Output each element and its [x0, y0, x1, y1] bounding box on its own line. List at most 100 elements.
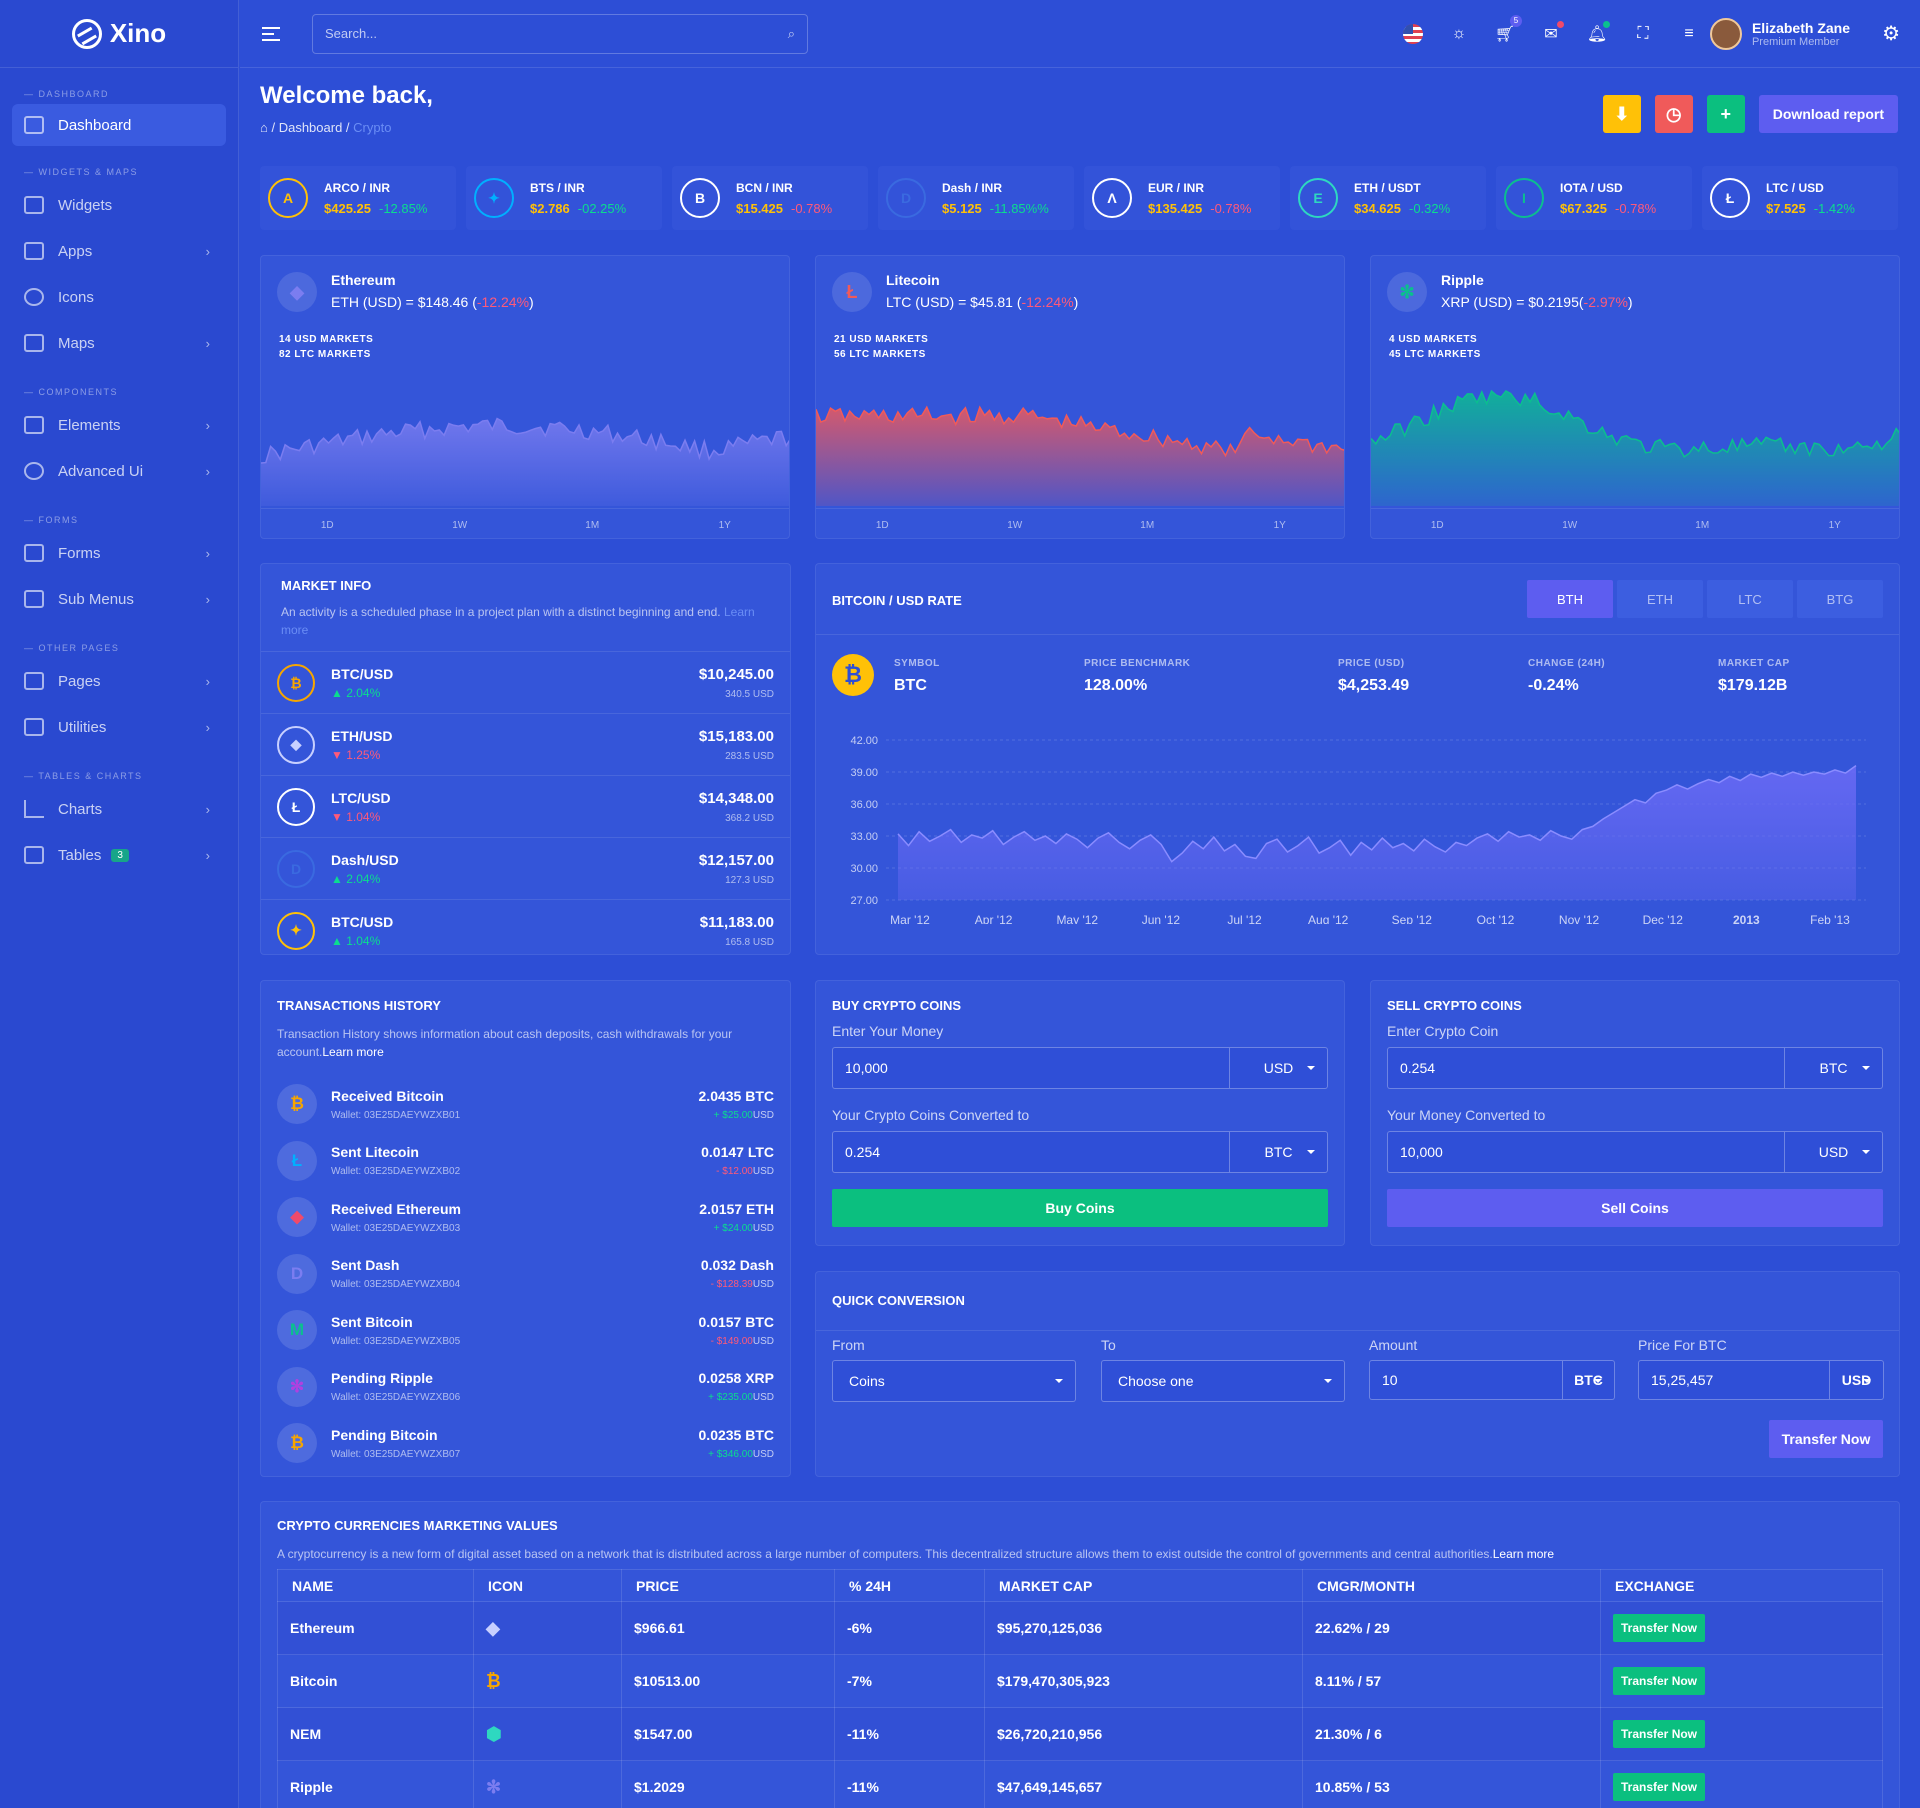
price-value[interactable]: 15,25,457: [1651, 1372, 1714, 1388]
align-right-icon[interactable]: ≡: [1684, 24, 1694, 42]
ticker-pair: EUR / INR: [1148, 180, 1205, 195]
transfer-now-button[interactable]: Transfer Now: [1613, 1773, 1706, 1801]
buy-coins-button[interactable]: Buy Coins: [832, 1189, 1328, 1227]
ticker-change: -0.78%: [1210, 200, 1252, 216]
transaction-row[interactable]: Ł Sent Litecoin Wallet: 03E25DAEYWZXB02 0.0…: [277, 1134, 774, 1188]
sell-coins-button[interactable]: Sell Coins: [1387, 1189, 1883, 1227]
transaction-row[interactable]: ₿ Pending Bitcoin Wallet: 03E25DAEYWZXB07 0…: [277, 1416, 774, 1470]
price-field[interactable]: 15,25,457 USD: [1638, 1360, 1884, 1400]
smile-icon: [24, 288, 44, 306]
market-row[interactable]: ₿ BTC/USD ▲ 2.04% $10,245.00 340.5 USD: [261, 651, 790, 713]
column-header: EXCHANGE: [1600, 1569, 1883, 1602]
sun-icon[interactable]: ☼: [1451, 24, 1467, 42]
us-flag-icon[interactable]: [1402, 23, 1424, 45]
market-pair: LTC/USD: [331, 789, 391, 806]
coin-select[interactable]: BTC: [1229, 1132, 1327, 1172]
ticker-card[interactable]: Ł LTC / USD $7.525 -1.42%: [1702, 166, 1898, 230]
download-button[interactable]: ⬇: [1602, 95, 1641, 133]
clock-button[interactable]: ◷: [1654, 95, 1693, 133]
amount-field[interactable]: 10 BTC: [1369, 1360, 1615, 1400]
sidebar-item-utilities[interactable]: Utilities ›: [0, 704, 238, 750]
tab-ltc[interactable]: LTC: [1707, 580, 1793, 618]
ticker-card[interactable]: ✦ BTS / INR $2.786 -02.25%: [466, 166, 662, 230]
mail-icon[interactable]: ✉: [1540, 20, 1564, 45]
market-row[interactable]: ✦ BTC/USD ▲ 1.04% $11,183.00 165.8 USD: [261, 899, 790, 954]
sidebar-item-elements[interactable]: Elements ›: [0, 402, 238, 448]
brand-logo[interactable]: Xino: [0, 0, 238, 68]
transaction-usd-value: - $128.39: [710, 1279, 753, 1290]
transaction-usd: + $346.00USD: [699, 1449, 774, 1460]
search-input[interactable]: Search... ⌕: [312, 13, 808, 54]
gear-icon[interactable]: ⚙: [1882, 23, 1900, 45]
sidebar-item-pages[interactable]: Pages ›: [0, 658, 238, 704]
to-select[interactable]: Choose one: [1101, 1360, 1345, 1402]
transactions-desc: Transaction History shows information ab…: [277, 1027, 733, 1059]
menu-toggle-icon[interactable]: [262, 26, 280, 41]
market-row[interactable]: D Dash/USD ▲ 2.04% $12,157.00 127.3 USD: [261, 837, 790, 899]
transfer-now-button[interactable]: Transfer Now: [1613, 1720, 1706, 1748]
transfer-now-button[interactable]: Transfer Now: [1769, 1420, 1883, 1458]
ticker-card[interactable]: B BCN / INR $15.425 -0.78%: [672, 166, 868, 230]
transaction-row[interactable]: ✻ Pending Ripple Wallet: 03E25DAEYWZXB06 0.…: [277, 1360, 774, 1414]
transaction-wallet: Wallet: 03E25DAEYWZXB04: [331, 1279, 461, 1290]
tab-bth[interactable]: BTH: [1527, 580, 1613, 618]
learn-more-link[interactable]: Learn more: [322, 1045, 384, 1059]
sidebar-item-icons[interactable]: Icons: [0, 274, 238, 320]
tab-btg[interactable]: BTG: [1797, 580, 1883, 618]
home-icon[interactable]: ⌂: [260, 120, 268, 135]
transaction-name: Sent Dash: [331, 1257, 400, 1273]
buy-money-value[interactable]: 10,000: [845, 1060, 888, 1076]
download-report-button[interactable]: Download report: [1758, 95, 1898, 133]
transfer-now-button[interactable]: Transfer Now: [1613, 1667, 1706, 1695]
market-row[interactable]: ◆ ETH/USD ▼ 1.25% $15,183.00 283.5 USD: [261, 713, 790, 775]
cart-icon[interactable]: 🛒︎ 5: [1494, 14, 1522, 45]
ticker-card[interactable]: A ARCO / INR $425.25 -12.85%: [260, 166, 456, 230]
ticker-values: $2.786 -02.25%: [530, 201, 626, 216]
transaction-wallet: Wallet: 03E25DAEYWZXB07: [331, 1448, 461, 1460]
bell-icon[interactable]: 🔔︎: [1586, 20, 1610, 45]
search-icon[interactable]: ⌕: [787, 25, 795, 41]
coin-select[interactable]: BTC: [1784, 1048, 1882, 1088]
sell-coin-value[interactable]: 0.254: [1400, 1060, 1436, 1076]
tab-eth[interactable]: ETH: [1617, 580, 1703, 618]
sell-converted-value[interactable]: 10,000: [1400, 1144, 1443, 1160]
ticker-card[interactable]: Λ EUR / INR $135.425 -0.78%: [1084, 166, 1280, 230]
sidebar-item-advanced-ui[interactable]: Advanced Ui ›: [0, 448, 238, 494]
transaction-row[interactable]: D Sent Dash Wallet: 03E25DAEYWZXB04 0.032 D…: [277, 1247, 774, 1301]
sidebar-item-widgets[interactable]: Widgets: [0, 182, 238, 228]
buy-converted-field[interactable]: 0.254 BTC: [832, 1131, 1328, 1173]
ticker-card[interactable]: D Dash / INR $5.125 -11.85%%: [878, 166, 1074, 230]
currency-select[interactable]: USD: [1784, 1132, 1882, 1172]
sidebar-item-forms[interactable]: Forms ›: [0, 530, 238, 576]
ticker-card[interactable]: E ETH / USDT $34.625 -0.32%: [1290, 166, 1486, 230]
from-select[interactable]: Coins: [832, 1360, 1076, 1402]
sell-coin-field[interactable]: 0.254 BTC: [1387, 1047, 1883, 1089]
sidebar-item-sub-menus[interactable]: Sub Menus ›: [0, 576, 238, 622]
learn-more-link[interactable]: Learn more: [281, 605, 755, 637]
currency-select[interactable]: USD: [1229, 1048, 1327, 1088]
sidebar-item-apps[interactable]: Apps ›: [0, 228, 238, 274]
ticker-card[interactable]: I IOTA / USD $67.325 -0.78%: [1496, 166, 1692, 230]
transaction-amount: 0.0157 BTC: [698, 1313, 774, 1330]
transfer-now-button[interactable]: Transfer Now: [1613, 1614, 1706, 1642]
breadcrumb-dashboard[interactable]: Dashboard: [278, 120, 343, 135]
cell-exchange: Transfer Now: [1600, 1654, 1883, 1708]
market-row[interactable]: Ł LTC/USD ▼ 1.04% $14,348.00 368.2 USD: [261, 775, 790, 837]
coin-rate: LTC (USD) = $45.81 (-12.24%): [886, 294, 1078, 310]
add-button[interactable]: +: [1706, 95, 1745, 133]
sidebar-item-dashboard[interactable]: Dashboard: [12, 104, 226, 146]
sidebar-item-maps[interactable]: Maps ›: [0, 320, 238, 366]
transaction-row[interactable]: M Sent Bitcoin Wallet: 03E25DAEYWZXB05 0.01…: [277, 1303, 774, 1357]
sell-converted-field[interactable]: 10,000 USD: [1387, 1131, 1883, 1173]
sidebar-section-title: — FORMS: [24, 515, 79, 525]
learn-more-link[interactable]: Learn more: [1492, 1547, 1555, 1561]
amount-value[interactable]: 10: [1382, 1372, 1398, 1388]
sidebar-item-charts[interactable]: Charts ›: [0, 786, 238, 832]
fullscreen-icon[interactable]: ⛶: [1637, 24, 1649, 42]
user-profile[interactable]: Elizabeth Zane Premium Member: [1709, 17, 1850, 50]
buy-money-field[interactable]: 10,000 USD: [832, 1047, 1328, 1089]
transaction-row[interactable]: ₿ Received Bitcoin Wallet: 03E25DAEYWZXB01…: [277, 1077, 774, 1131]
sidebar-item-tables[interactable]: Tables 3 ›: [0, 832, 238, 878]
buy-converted-value[interactable]: 0.254: [845, 1144, 881, 1160]
transaction-row[interactable]: ◆ Received Ethereum Wallet: 03E25DAEYWZXB0…: [277, 1190, 774, 1244]
